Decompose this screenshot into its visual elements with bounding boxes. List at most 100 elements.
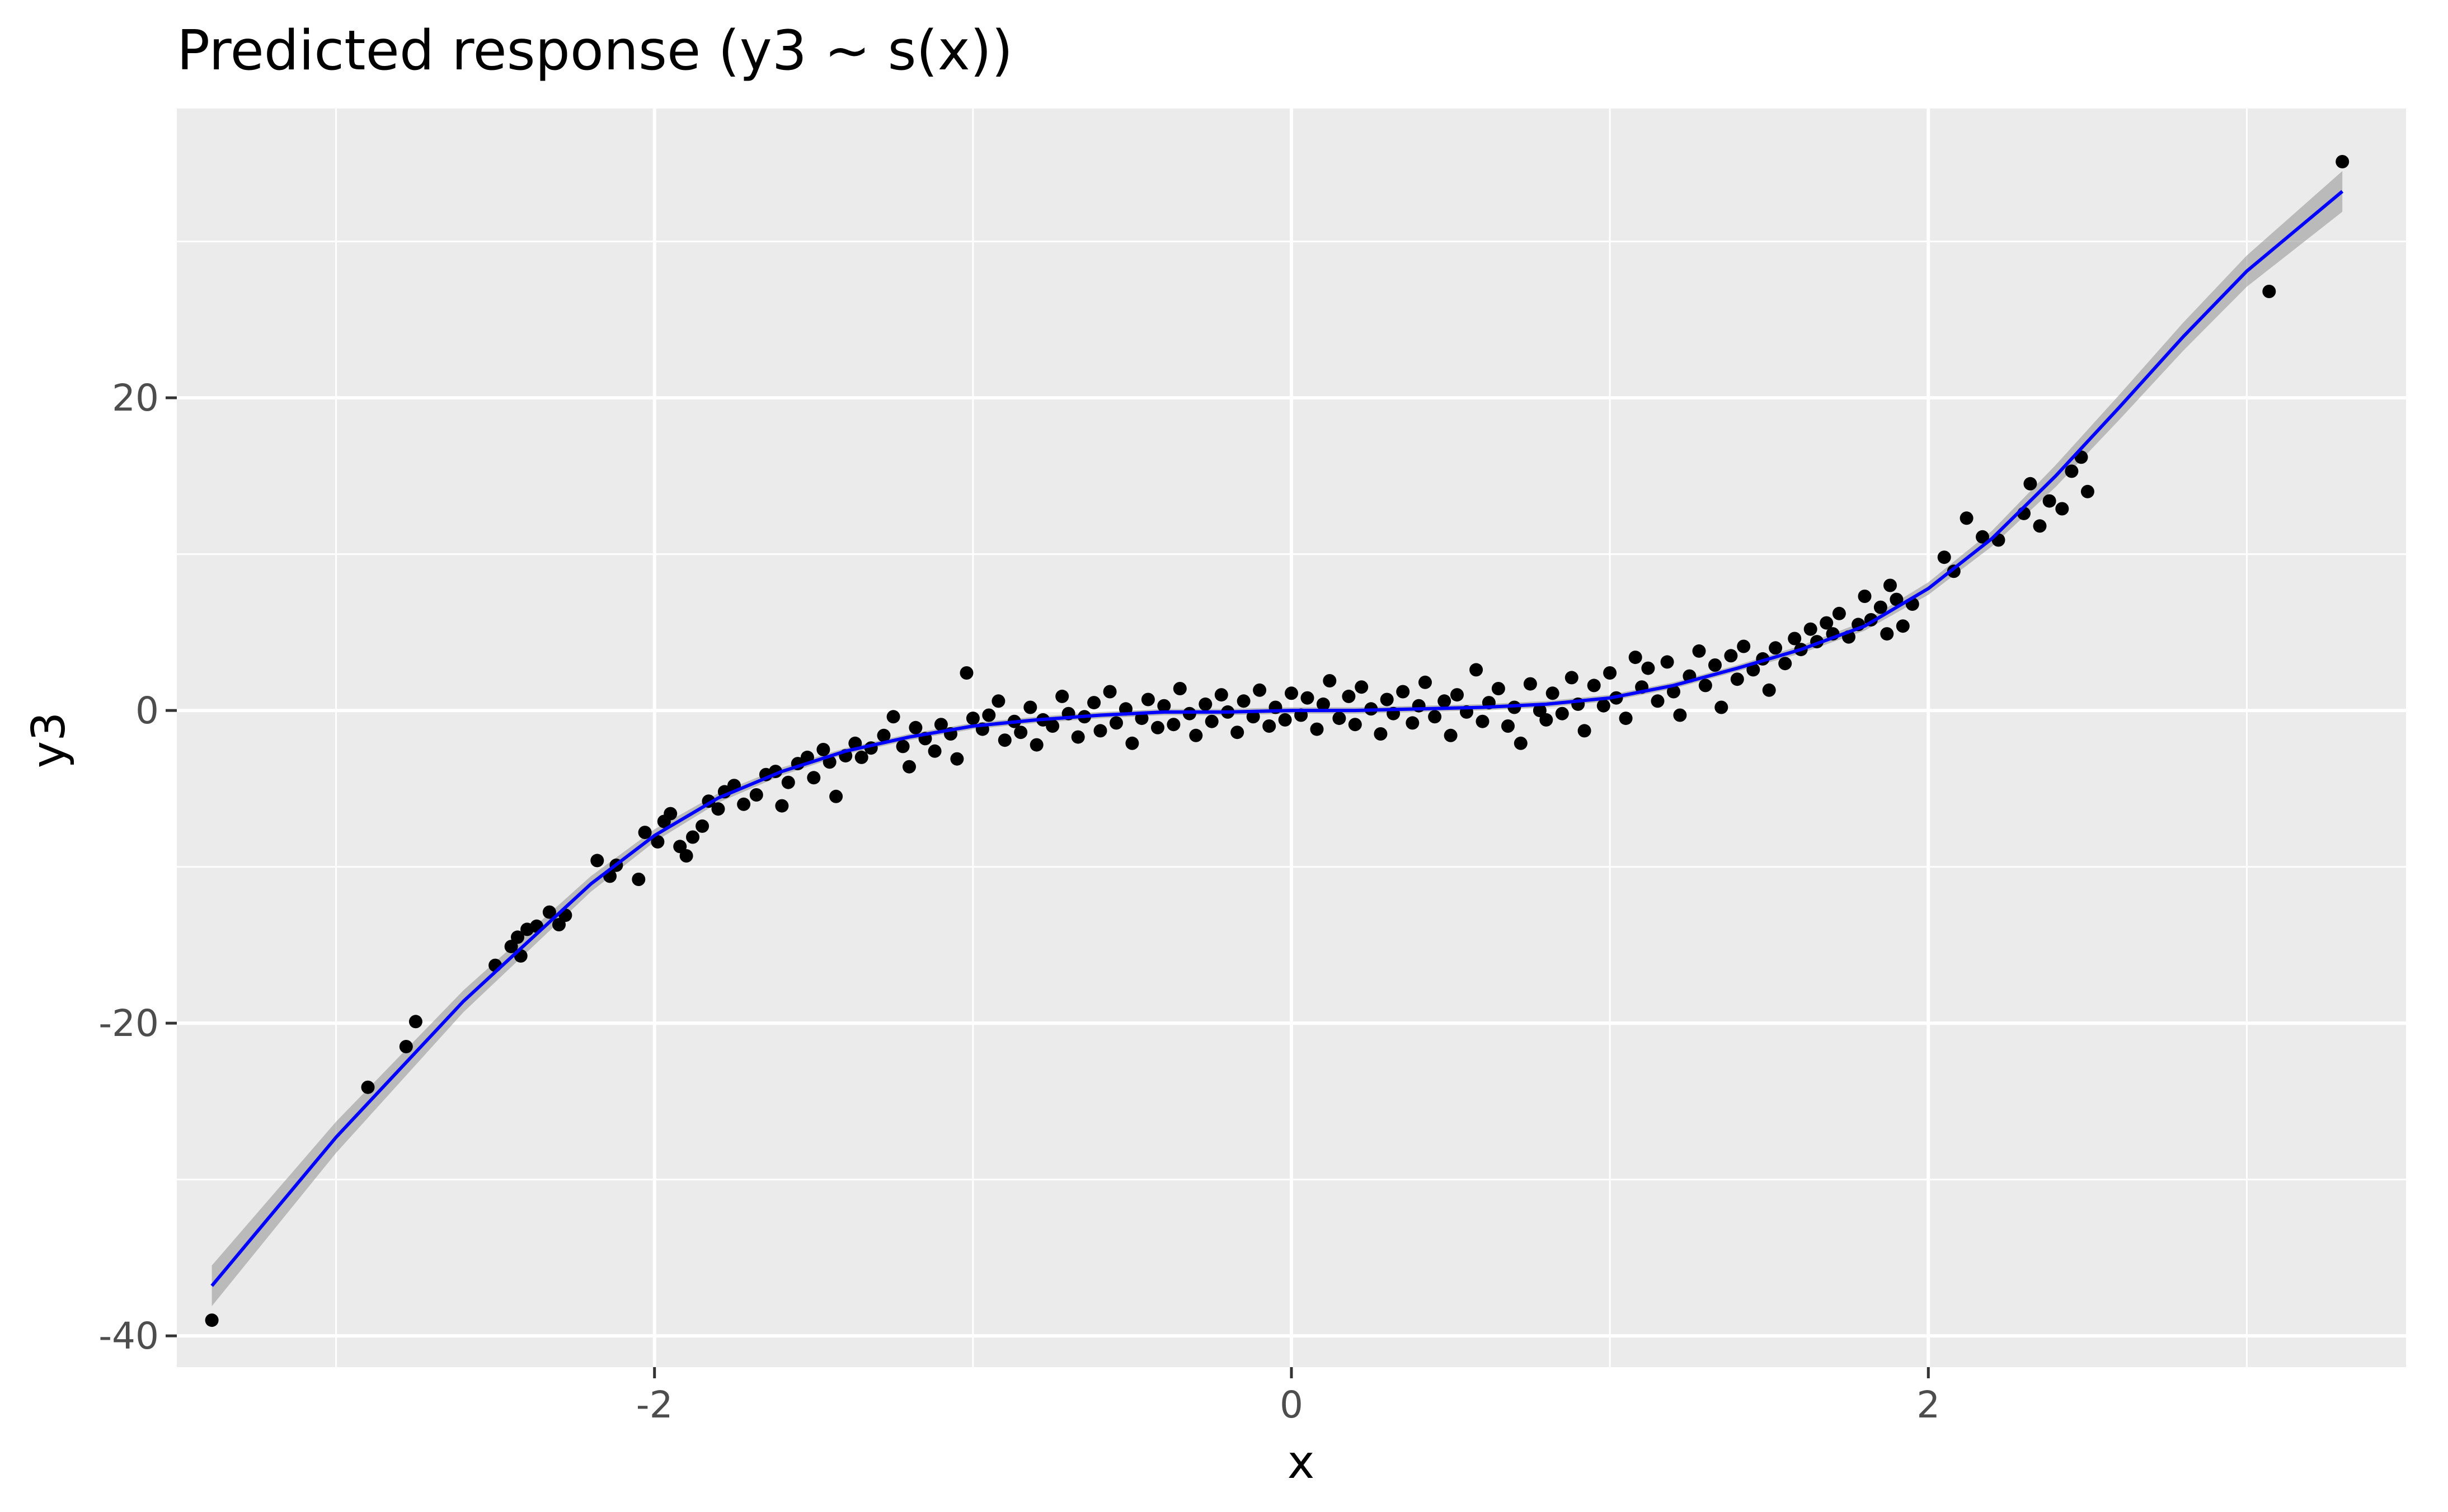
- data-point: [1873, 600, 1887, 614]
- data-point: [205, 1313, 219, 1327]
- data-point: [1533, 704, 1547, 718]
- x-tick-label: -2: [636, 1383, 673, 1426]
- data-point: [1476, 714, 1490, 728]
- y-tick-label: -40: [98, 1315, 159, 1358]
- data-point: [998, 733, 1012, 747]
- data-point: [1619, 712, 1633, 726]
- data-point: [711, 802, 725, 816]
- fit-line: [210, 190, 2344, 1287]
- data-point: [1348, 718, 1362, 732]
- data-point: [886, 710, 900, 724]
- data-point: [1501, 719, 1515, 733]
- data-point: [1355, 680, 1369, 694]
- data-point: [1444, 728, 1458, 742]
- data-point: [1820, 616, 1834, 630]
- data-point: [877, 728, 891, 742]
- data-point: [1396, 685, 1410, 699]
- data-point: [1564, 671, 1578, 685]
- data-point: [1577, 724, 1591, 738]
- data-point: [552, 918, 566, 931]
- data-point: [1310, 722, 1324, 736]
- data-point: [1205, 714, 1219, 728]
- data-point: [2262, 285, 2276, 298]
- data-point: [1237, 694, 1251, 708]
- data-point: [1332, 712, 1346, 726]
- data-point: [664, 807, 678, 821]
- data-point: [1523, 677, 1537, 691]
- y-tick-label: 0: [135, 689, 159, 732]
- data-point: [542, 905, 556, 919]
- data-point: [1214, 688, 1228, 702]
- x-tick-label: 0: [1280, 1383, 1303, 1426]
- data-point: [1698, 679, 1712, 693]
- x-axis-title: x: [1288, 1436, 1315, 1489]
- data-point: [2023, 477, 2037, 491]
- data-point: [1858, 590, 1872, 603]
- data-point: [1803, 622, 1817, 636]
- data-point: [1724, 649, 1738, 663]
- data-point: [590, 854, 604, 868]
- data-point: [737, 797, 751, 811]
- data-point: [696, 819, 710, 833]
- data-point: [1285, 686, 1298, 700]
- data-point: [982, 708, 996, 722]
- data-point: [1730, 672, 1744, 686]
- data-point: [1769, 641, 1783, 655]
- data-point: [1023, 700, 1037, 714]
- y-axis-ticks: -40 -20 0 20: [98, 376, 177, 1358]
- data-point: [1491, 682, 1505, 695]
- data-point: [2033, 519, 2047, 533]
- data-point: [1714, 700, 1728, 714]
- data-point: [854, 750, 868, 764]
- data-point: [651, 835, 665, 849]
- data-point: [1055, 689, 1069, 703]
- data-point: [1246, 710, 1260, 724]
- data-point: [1046, 719, 1060, 733]
- data-point: [1587, 679, 1601, 693]
- data-point: [1087, 696, 1101, 710]
- data-point: [1960, 511, 1974, 525]
- data-point: [1167, 718, 1181, 732]
- data-point: [1173, 682, 1187, 695]
- data-point: [807, 771, 821, 785]
- data-point: [1262, 719, 1276, 733]
- data-point: [1514, 736, 1528, 750]
- data-point: [1406, 716, 1420, 730]
- data-point: [1199, 697, 1213, 711]
- data-point: [1880, 627, 1894, 641]
- x-axis-ticks: -2 0 2: [636, 1367, 1940, 1426]
- data-point: [2055, 502, 2069, 516]
- data-point: [966, 712, 980, 726]
- data-point: [361, 1080, 375, 1094]
- data-point: [775, 799, 789, 813]
- data-point: [1151, 720, 1164, 734]
- data-point: [632, 873, 646, 886]
- data-point: [638, 826, 652, 840]
- data-point: [1141, 693, 1155, 706]
- data-point: [1976, 530, 1989, 544]
- data-point: [903, 760, 916, 774]
- data-point: [1300, 691, 1314, 705]
- x-tick-label: 2: [1916, 1383, 1940, 1426]
- y-tick-label: 20: [112, 376, 159, 420]
- data-point: [960, 666, 974, 680]
- data-point: [1883, 578, 1897, 592]
- data-point: [1937, 550, 1951, 564]
- data-point: [399, 1040, 413, 1053]
- data-point: [1030, 738, 1044, 752]
- data-point: [992, 694, 1005, 708]
- data-point: [749, 788, 763, 802]
- data-point: [1660, 655, 1674, 669]
- data-point: [1555, 706, 1569, 720]
- data-point: [1832, 606, 1846, 620]
- data-point: [1539, 713, 1553, 727]
- data-point: [1380, 693, 1394, 706]
- data-point: [1896, 619, 1910, 633]
- data-point: [1746, 663, 1760, 677]
- data-point: [816, 743, 830, 756]
- data-point: [1374, 727, 1388, 741]
- data-point: [679, 849, 693, 863]
- data-point: [1110, 716, 1123, 730]
- data-point: [1323, 674, 1337, 687]
